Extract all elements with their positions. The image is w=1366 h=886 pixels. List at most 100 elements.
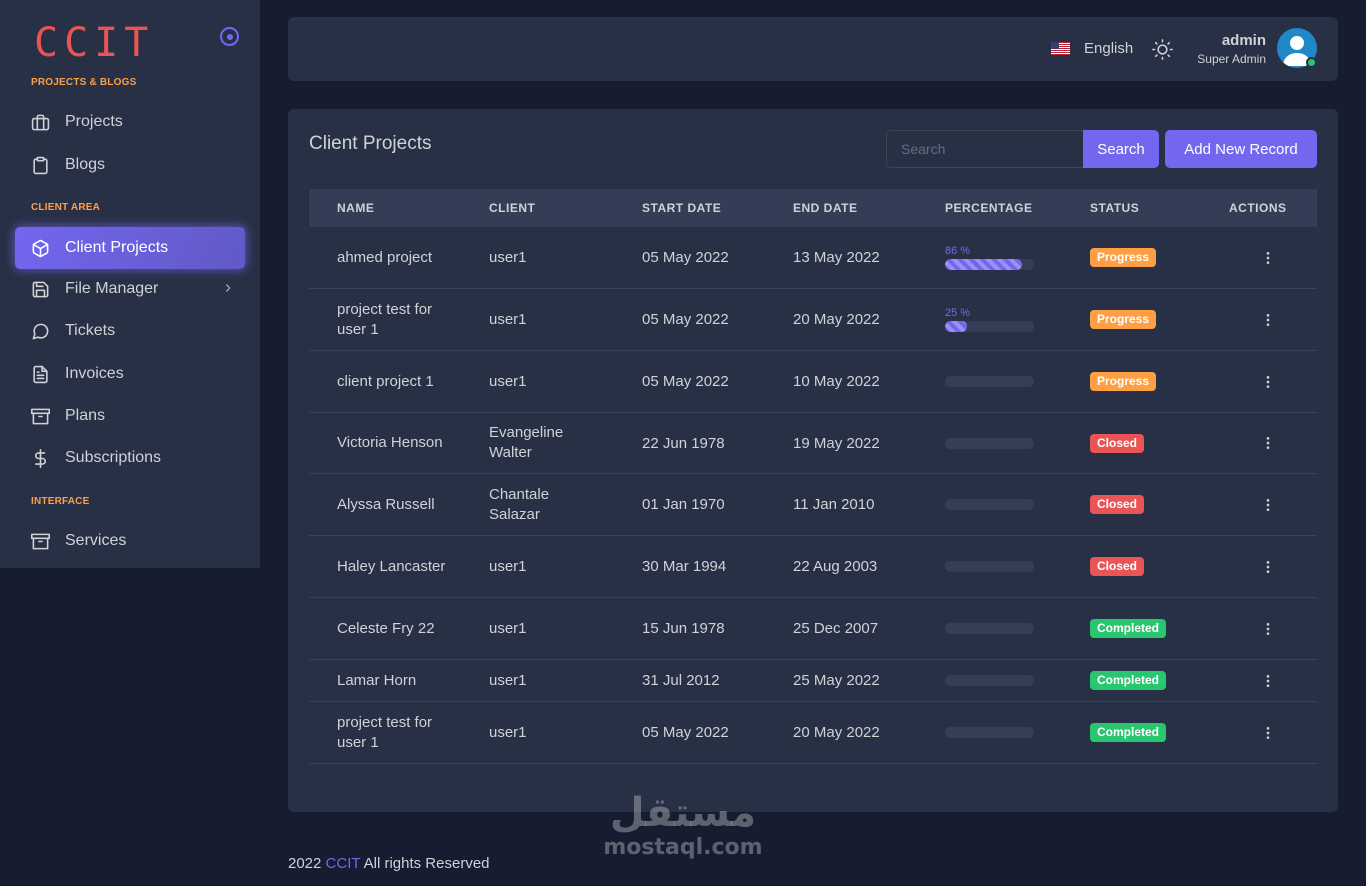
cell-percentage: 86 % [945, 245, 1035, 270]
cell-status: Progress [1090, 372, 1157, 391]
search-input[interactable] [886, 130, 1083, 168]
sidebar-item-label: Subscriptions [65, 449, 162, 466]
sidebar-item-label: File Manager [65, 280, 159, 297]
brand-logo[interactable]: CCIT [34, 20, 155, 66]
status-badge: Completed [1090, 619, 1167, 638]
cell-client: Evangeline Walter [489, 424, 564, 461]
table-row: ahmed project user1 05 May 2022 13 May 2022… [309, 227, 1317, 289]
footer-brand-link[interactable]: CCIT [325, 855, 361, 872]
status-badge: Completed [1090, 723, 1167, 742]
table-row: Victoria Henson Evangeline Walter 22 Jun 1… [309, 413, 1317, 474]
more-vertical-icon[interactable] [1260, 621, 1276, 637]
column-header-percentage[interactable]: PERCENTAGE [945, 201, 1033, 215]
cell-client: user1 [489, 248, 527, 266]
sidebar-item-services[interactable]: Services [15, 520, 245, 562]
table-body: ahmed project user1 05 May 2022 13 May 2022… [309, 227, 1317, 764]
status-badge: Progress [1090, 310, 1157, 329]
save-icon [30, 279, 50, 299]
box-icon [30, 238, 50, 258]
cell-actions [1229, 312, 1276, 328]
cell-percentage [945, 437, 1035, 449]
cell-start-date: 05 May 2022 [642, 249, 729, 266]
archive-icon [30, 531, 50, 551]
cell-name: project test for user 1 [337, 713, 433, 751]
sidebar: CCIT PROJECTS & BLOGS Projects Blogs CLI… [0, 0, 260, 568]
sidebar-item-label: Projects [65, 113, 123, 130]
more-vertical-icon[interactable] [1260, 673, 1276, 689]
cell-name: project test for user 1 [337, 300, 433, 338]
cell-start-date: 05 May 2022 [642, 724, 729, 741]
dollar-sign-icon [30, 448, 50, 468]
more-vertical-icon[interactable] [1260, 435, 1276, 451]
sidebar-item-label: Services [65, 532, 127, 549]
footer-text: All rights Reserved [363, 855, 490, 872]
cell-name: Victoria Henson [337, 434, 443, 451]
cell-client: user1 [489, 723, 527, 741]
page-title: Client Projects [309, 133, 432, 154]
cell-status: Progress [1090, 310, 1157, 329]
more-vertical-icon[interactable] [1260, 312, 1276, 328]
sidebar-item-blogs[interactable]: Blogs [15, 144, 245, 186]
progress-bar [945, 727, 1034, 738]
cell-end-date: 25 Dec 2007 [793, 620, 879, 637]
sidebar-item-label: Blogs [65, 156, 106, 173]
more-vertical-icon[interactable] [1260, 725, 1276, 741]
column-header-name[interactable]: NAME [337, 201, 375, 215]
status-badge: Closed [1090, 495, 1145, 514]
progress-bar [945, 675, 1034, 686]
sidebar-toggle-icon[interactable] [220, 27, 239, 46]
online-status-dot [1306, 57, 1317, 68]
more-vertical-icon[interactable] [1260, 374, 1276, 390]
column-header-end-date[interactable]: END DATE [793, 201, 858, 215]
table-row: Lamar Horn user1 31 Jul 2012 25 May 2022 Com… [309, 660, 1317, 702]
projects-table: NAME CLIENT START DATE END DATE PERCENTA… [309, 189, 1317, 764]
more-vertical-icon[interactable] [1260, 497, 1276, 513]
sidebar-item-invoices[interactable]: Invoices [15, 353, 245, 395]
sun-icon[interactable] [1152, 39, 1173, 60]
sidebar-item-plans[interactable]: Plans [15, 395, 245, 437]
table-row: Celeste Fry 22 user1 15 Jun 1978 25 Dec 200… [309, 598, 1317, 660]
percentage-label: 86 % [945, 245, 971, 257]
cell-name: client project 1 [337, 372, 434, 390]
cell-percentage: 25 % [945, 307, 1035, 332]
sidebar-item-file-manager[interactable]: File Manager [15, 268, 245, 310]
watermark-latin: mostaql.com [603, 835, 763, 860]
add-new-record-button[interactable]: Add New Record [1165, 130, 1317, 168]
status-badge: Closed [1090, 557, 1145, 576]
progress-bar [945, 499, 1034, 510]
section-header-client-area: CLIENT AREA [31, 202, 101, 213]
user-name[interactable]: admin [1221, 32, 1266, 49]
sidebar-item-label: Client Projects [65, 239, 169, 256]
cell-client: user1 [489, 557, 527, 575]
us-flag-icon[interactable] [1051, 42, 1070, 55]
table-row: client project 1 user1 05 May 2022 10 May 2… [309, 351, 1317, 413]
client-projects-card: Client Projects Search Add New Record NA… [288, 109, 1338, 812]
cell-end-date: 20 May 2022 [793, 311, 880, 328]
more-vertical-icon[interactable] [1260, 250, 1276, 266]
column-header-start-date[interactable]: START DATE [642, 201, 722, 215]
cell-name: Celeste Fry 22 [337, 619, 435, 637]
watermark: مستقل mostaql.com [600, 790, 766, 860]
cell-status: Completed [1090, 619, 1167, 638]
sidebar-item-tickets[interactable]: Tickets [15, 310, 245, 352]
cell-status: Closed [1090, 433, 1145, 453]
cell-start-date: 15 Jun 1978 [642, 620, 725, 637]
search-button[interactable]: Search [1083, 130, 1159, 168]
cell-percentage [945, 561, 1035, 572]
cell-start-date: 05 May 2022 [642, 373, 729, 390]
sidebar-item-client-projects[interactable]: Client Projects [15, 227, 245, 269]
cell-name: Lamar Horn [337, 671, 417, 689]
column-header-status[interactable]: STATUS [1090, 201, 1140, 215]
sidebar-item-subscriptions[interactable]: Subscriptions [15, 437, 245, 479]
footer: 2022 CCIT All rights Reserved [288, 855, 490, 872]
more-vertical-icon[interactable] [1260, 559, 1276, 575]
file-text-icon [30, 364, 50, 384]
progress-bar [945, 321, 1034, 332]
cell-end-date: 22 Aug 2003 [793, 558, 878, 575]
section-header-projects-blogs: PROJECTS & BLOGS [31, 77, 137, 88]
column-header-client[interactable]: CLIENT [489, 201, 536, 215]
sidebar-item-projects[interactable]: Projects [15, 101, 245, 143]
language-selector[interactable]: English [1084, 40, 1134, 57]
progress-bar [945, 561, 1034, 572]
cell-status: Progress [1090, 248, 1157, 267]
